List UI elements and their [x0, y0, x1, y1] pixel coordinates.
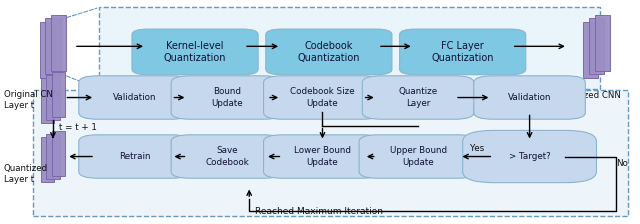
Text: Kernel-level
Quantization: Kernel-level Quantization [164, 41, 227, 63]
FancyBboxPatch shape [589, 18, 604, 74]
Text: Codebook Size
Update: Codebook Size Update [290, 88, 355, 108]
FancyBboxPatch shape [474, 76, 586, 119]
FancyBboxPatch shape [362, 76, 474, 119]
Text: Lower Bound
Update: Lower Bound Update [294, 146, 351, 167]
Text: Upper Bound
Update: Upper Bound Update [390, 146, 447, 167]
FancyBboxPatch shape [264, 76, 381, 119]
FancyBboxPatch shape [583, 22, 598, 78]
Text: Yes: Yes [470, 144, 484, 153]
Text: Quantized
Layer t: Quantized Layer t [4, 164, 48, 184]
Text: Bound
Update: Bound Update [211, 88, 243, 108]
FancyBboxPatch shape [264, 135, 381, 178]
Text: No: No [616, 159, 628, 168]
FancyBboxPatch shape [40, 22, 55, 78]
FancyBboxPatch shape [359, 135, 477, 178]
FancyBboxPatch shape [51, 15, 67, 71]
FancyBboxPatch shape [266, 29, 392, 75]
Text: Original CNN
Layer t: Original CNN Layer t [4, 90, 60, 110]
Text: Validation: Validation [508, 93, 551, 102]
Text: Validation: Validation [113, 93, 156, 102]
FancyBboxPatch shape [171, 135, 283, 178]
FancyBboxPatch shape [132, 29, 258, 75]
Text: Quantized CNN: Quantized CNN [555, 91, 621, 100]
FancyBboxPatch shape [99, 7, 600, 89]
Text: Save
Codebook: Save Codebook [205, 146, 249, 167]
FancyBboxPatch shape [33, 90, 628, 215]
FancyBboxPatch shape [595, 15, 610, 71]
Text: Retrain: Retrain [119, 152, 150, 161]
Text: FC Layer
Quantization: FC Layer Quantization [431, 41, 494, 63]
FancyBboxPatch shape [79, 135, 190, 178]
FancyBboxPatch shape [399, 29, 526, 75]
FancyBboxPatch shape [171, 76, 283, 119]
Text: Codebook
Quantization: Codebook Quantization [298, 41, 360, 63]
FancyBboxPatch shape [52, 131, 65, 176]
FancyBboxPatch shape [52, 72, 65, 117]
Text: Reached Maximum Iteration: Reached Maximum Iteration [255, 207, 383, 216]
FancyBboxPatch shape [45, 18, 61, 74]
Text: t = t + 1: t = t + 1 [60, 123, 97, 132]
FancyBboxPatch shape [40, 78, 54, 123]
FancyBboxPatch shape [46, 75, 60, 120]
Text: Quantize
Layer: Quantize Layer [399, 88, 438, 108]
FancyBboxPatch shape [79, 76, 190, 119]
FancyBboxPatch shape [463, 130, 596, 183]
FancyBboxPatch shape [40, 137, 54, 182]
FancyBboxPatch shape [46, 134, 60, 179]
Text: > Target?: > Target? [509, 152, 550, 161]
